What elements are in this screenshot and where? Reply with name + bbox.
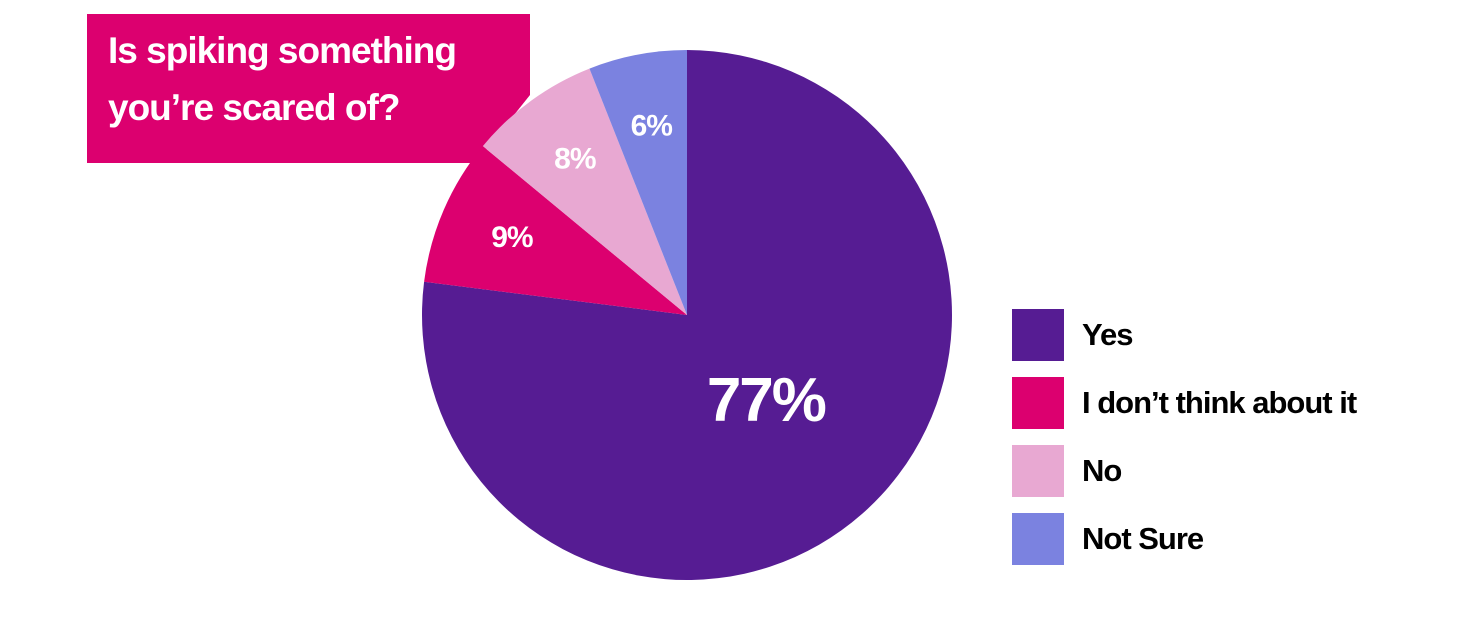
slice-label: 6% <box>631 110 673 143</box>
legend-swatch <box>1012 377 1064 429</box>
legend-swatch <box>1012 309 1064 361</box>
legend-swatch <box>1012 445 1064 497</box>
slice-label: 77% <box>707 366 826 435</box>
legend-label: No <box>1082 453 1121 488</box>
slice-label: 9% <box>491 221 533 254</box>
pie-slice <box>589 50 687 315</box>
pie-slice <box>482 68 687 316</box>
legend-label: I don’t think about it <box>1082 385 1357 420</box>
title-box <box>87 14 530 163</box>
legend-swatch <box>1012 513 1064 565</box>
chart-title: Is spiking something you’re scared of? <box>108 30 457 128</box>
pie-slice <box>424 146 687 315</box>
legend-label: Yes <box>1082 317 1132 352</box>
legend-label: Not Sure <box>1082 521 1204 556</box>
slice-label: 8% <box>554 143 596 176</box>
